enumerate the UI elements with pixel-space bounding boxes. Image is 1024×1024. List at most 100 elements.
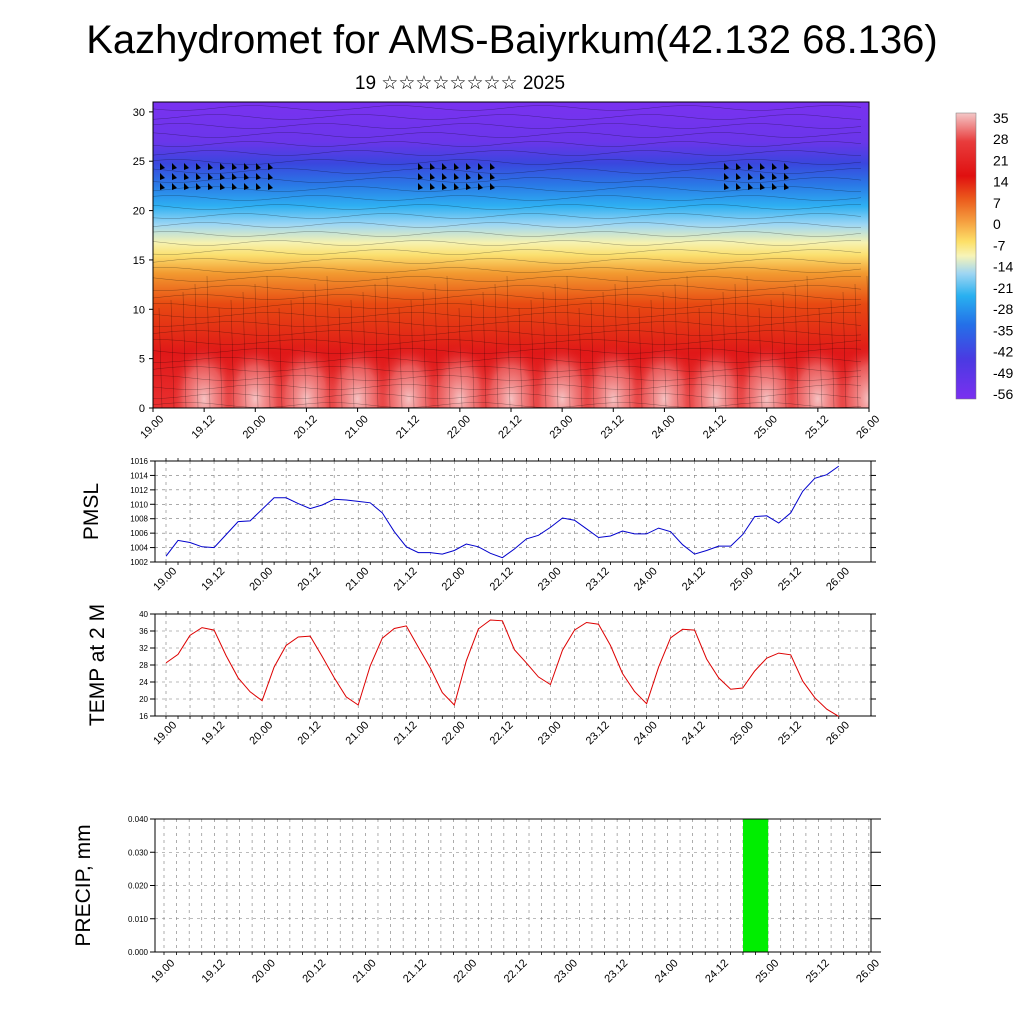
wind-flag [172,183,177,190]
x-tick-label: 24.00 [653,957,681,985]
wind-flag [208,173,213,180]
wind-streak [254,283,259,408]
wind-streak [458,307,463,408]
wind-streak [153,357,862,363]
x-tick-label: 19.12 [199,565,227,593]
x-tick-label: 26.00 [854,413,882,441]
x-tick-label: 22.12 [488,719,516,747]
panel-frame [154,460,872,563]
x-tick-label: 24.12 [680,719,708,747]
wind-flag [442,173,447,180]
wind-flag [736,183,741,190]
x-tick-label: 25.00 [752,413,780,441]
wind-streak [153,123,862,129]
wind-streak [782,291,787,408]
wind-flag [466,183,471,190]
wind-flag [196,163,201,170]
wind-streak [182,291,187,408]
wind-flag [184,173,189,180]
y-tick-label: 1016 [130,457,148,466]
wind-flag [160,183,165,190]
colorbar-label: -7 [993,237,1006,253]
chart-title: Kazhydromet for AMS-Baiyrkum(42.132 68.1… [86,18,938,62]
x-tick-label: 21.12 [392,719,420,747]
wind-streak [153,267,862,273]
wind-streak [153,213,862,219]
wind-flag [244,173,249,180]
wind-flag [454,163,459,170]
x-tick-label: 20.00 [247,719,275,747]
wind-streak [153,105,862,111]
x-tick-label: 20.00 [247,565,275,593]
wind-streak [614,283,619,408]
wind-flag [220,163,225,170]
y-tick-label: 1004 [130,544,148,553]
y-tick-label: 24 [139,678,148,687]
x-tick-label: 22.00 [440,719,468,747]
x-tick-label: 19.00 [149,957,177,985]
wind-flag [184,183,189,190]
x-tick-label: 22.00 [451,957,479,985]
wind-flag [220,173,225,180]
wind-streak [626,275,631,408]
wind-flag [442,183,447,190]
wind-streak [153,303,862,309]
wind-flag [724,183,729,190]
heatmap-overlay [153,105,869,408]
chart-subtitle: 19 ☆☆☆☆☆☆☆☆ 2025 [354,73,566,94]
wind-flag [196,173,201,180]
y-tick-label: 32 [139,644,148,653]
wind-streak [698,307,703,408]
precip-panel: 0.000 0.010 0.020 0.030 0.040 19.00 19.12 20.00… [72,815,882,985]
x-tick-label: 25.12 [804,957,832,985]
wind-flag [772,183,777,190]
wind-streak [153,312,862,318]
wind-streak [314,283,319,408]
wind-streak [153,168,862,174]
colorbar-label: -21 [993,280,1013,296]
x-tick-label: 19.12 [199,719,227,747]
wind-flag [418,163,423,170]
x-tick-label: 25.00 [728,719,756,747]
wind-flag [256,183,261,190]
x-tick-label: 20.12 [292,413,320,441]
wind-streak [326,275,331,408]
y-tick-label: 0 [139,403,145,415]
wind-streak [206,275,211,408]
wind-streak [153,249,862,255]
wind-streak [153,321,862,327]
wind-streak [153,276,862,282]
x-tick-label: 22.12 [488,565,516,593]
x-tick-label: 24.00 [632,719,660,747]
colorbar-label: 35 [993,110,1009,126]
colorbar-label: 7 [993,195,1001,211]
wind-flag [268,173,273,180]
x-tick-label: 20.00 [250,957,278,985]
y-tick-label: 0.040 [128,815,149,824]
x-tick-label: 19.00 [138,413,166,441]
wind-streak [806,275,811,408]
wind-streak [350,299,355,408]
wind-streak [734,283,739,408]
wind-flag [232,173,237,180]
colorbar-label: 0 [993,216,1001,232]
wind-streak [530,299,535,408]
y-tick-label: 36 [139,627,148,636]
wind-streak [710,299,715,408]
y-tick-label: 1006 [130,529,148,538]
colorbar-label: 28 [993,131,1009,147]
x-tick-label: 26.00 [824,719,852,747]
colorbar-label: -49 [993,365,1013,381]
wind-streak [494,283,499,408]
wind-flag [784,183,789,190]
wind-streak [194,283,199,408]
wind-streak [153,195,862,201]
wind-streak [758,307,763,408]
x-tick-label: 20.12 [300,957,328,985]
wind-flag [268,163,273,170]
wind-flag [268,183,273,190]
wind-streak [230,299,235,408]
x-tick-label: 26.00 [854,957,882,985]
wind-flag [760,173,765,180]
